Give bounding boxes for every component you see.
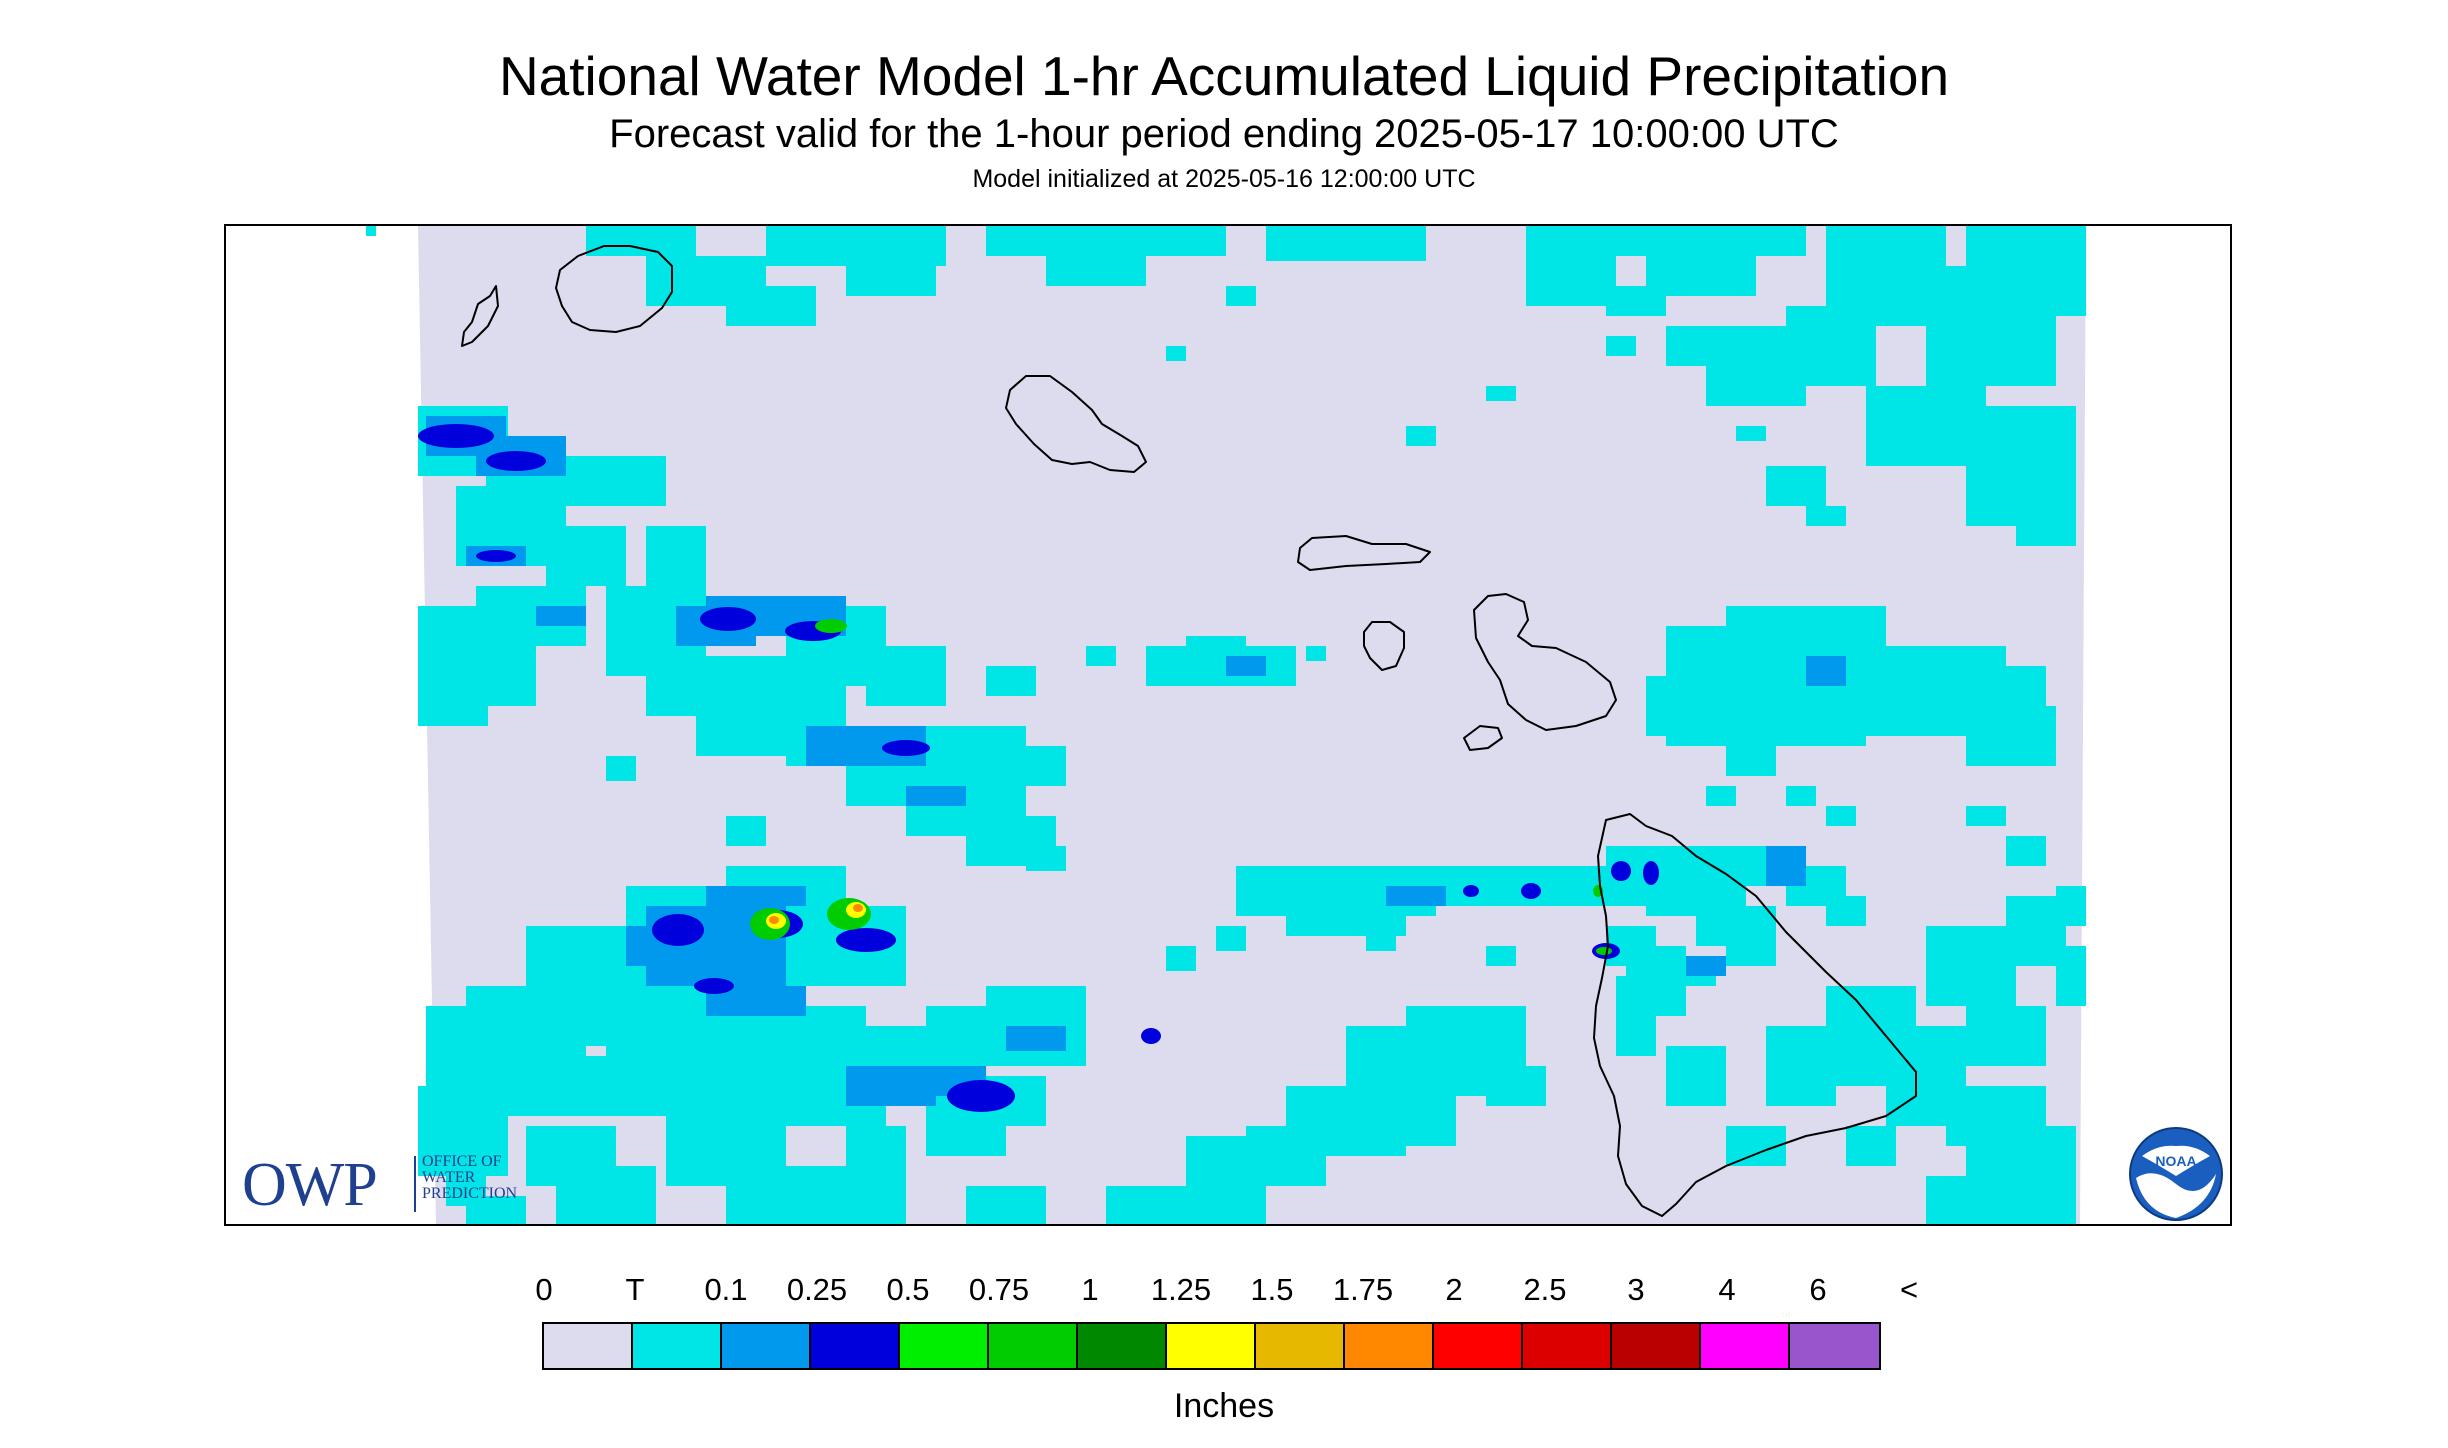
owp-logo-mark: OWP [242,1151,378,1219]
legend-swatch [1523,1324,1612,1368]
owp-logo-subtitle: OFFICE OF WATER PREDICTION [422,1154,517,1202]
legend-label: 2 [1445,1272,1463,1307]
legend-swatch [989,1324,1078,1368]
legend-swatch [1790,1324,1879,1368]
owp-logo-divider [414,1156,416,1212]
legend-label: 1.25 [1150,1272,1212,1307]
big-island [1593,813,1917,1217]
legend-label: 0.5 [886,1272,930,1307]
legend-label: 4 [1718,1272,1736,1307]
lanai-island [1363,621,1405,671]
legend-swatch [900,1324,989,1368]
legend-swatch [633,1324,722,1368]
owp-logo: OWP OFFICE OF WATER PREDICTION [242,1150,562,1220]
legend-swatch [1701,1324,1790,1368]
legend-label: 6 [1809,1272,1827,1307]
legend-label: 3 [1627,1272,1645,1307]
legend-labels: 0 T 0.1 0.25 0.5 0.75 1 1.25 1.5 1.75 2 2.5 3 4 6 < [0,1270,2448,1310]
legend-label: 0.1 [704,1272,748,1307]
legend-swatch [811,1324,900,1368]
heavy-precip-cells [750,619,1612,955]
chart-title: National Water Model 1-hr Accumulated Li… [498,45,1950,107]
legend-label: 1 [1081,1272,1099,1307]
legend-label: T [625,1272,645,1307]
kauai-island [555,245,673,333]
legend-units: Inches [1173,1387,1275,1425]
model-init-text: Model initialized at 2025-05-16 12:00:00… [972,165,1476,193]
legend-swatch [1167,1324,1256,1368]
kahoolawe-island [1463,725,1503,751]
legend-swatch [1345,1324,1434,1368]
legend-label: 0.75 [968,1272,1030,1307]
legend-label: < [1899,1272,1919,1307]
owp-line-3: PREDICTION [422,1185,518,1202]
legend-swatch [544,1324,633,1368]
legend-label: 1.5 [1250,1272,1294,1307]
map-canvas [226,226,2230,1224]
precipitation-map: OWP OFFICE OF WATER PREDICTION NOAA [224,224,2232,1226]
molokai-island [1297,535,1431,571]
noaa-logo: NOAA [2129,1127,2223,1221]
legend-label: 0.25 [786,1272,848,1307]
legend-swatch [722,1324,811,1368]
legend-swatch [1612,1324,1701,1368]
owp-line-2: WATER [422,1169,476,1186]
legend-label: 1.75 [1332,1272,1394,1307]
oahu-island [1005,375,1147,473]
owp-line-1: OFFICE OF [422,1153,502,1170]
legend-label: 0 [535,1272,553,1307]
niihau-island [461,285,499,347]
coastlines [461,245,1917,1217]
legend-swatch [1078,1324,1167,1368]
legend-swatch [1434,1324,1523,1368]
legend-swatch [1256,1324,1345,1368]
noaa-logo-text: NOAA [2155,1153,2196,1169]
maui-island [1473,593,1617,731]
legend-label: 2.5 [1523,1272,1567,1307]
legend-color-bar [542,1322,1881,1370]
forecast-valid-subtitle: Forecast valid for the 1-hour period end… [609,112,1839,156]
